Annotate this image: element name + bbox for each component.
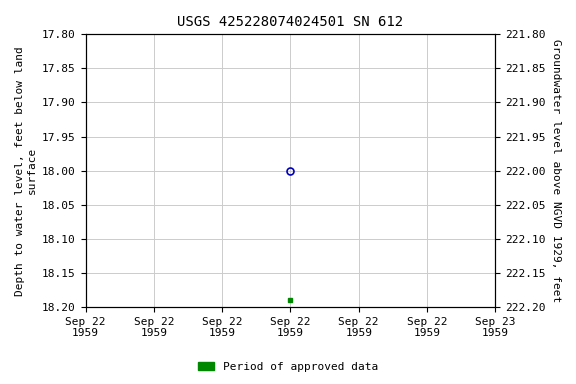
Y-axis label: Groundwater level above NGVD 1929, feet: Groundwater level above NGVD 1929, feet [551, 39, 561, 302]
Legend: Period of approved data: Period of approved data [193, 358, 383, 377]
Title: USGS 425228074024501 SN 612: USGS 425228074024501 SN 612 [177, 15, 403, 29]
Y-axis label: Depth to water level, feet below land
surface: Depth to water level, feet below land su… [15, 46, 37, 296]
